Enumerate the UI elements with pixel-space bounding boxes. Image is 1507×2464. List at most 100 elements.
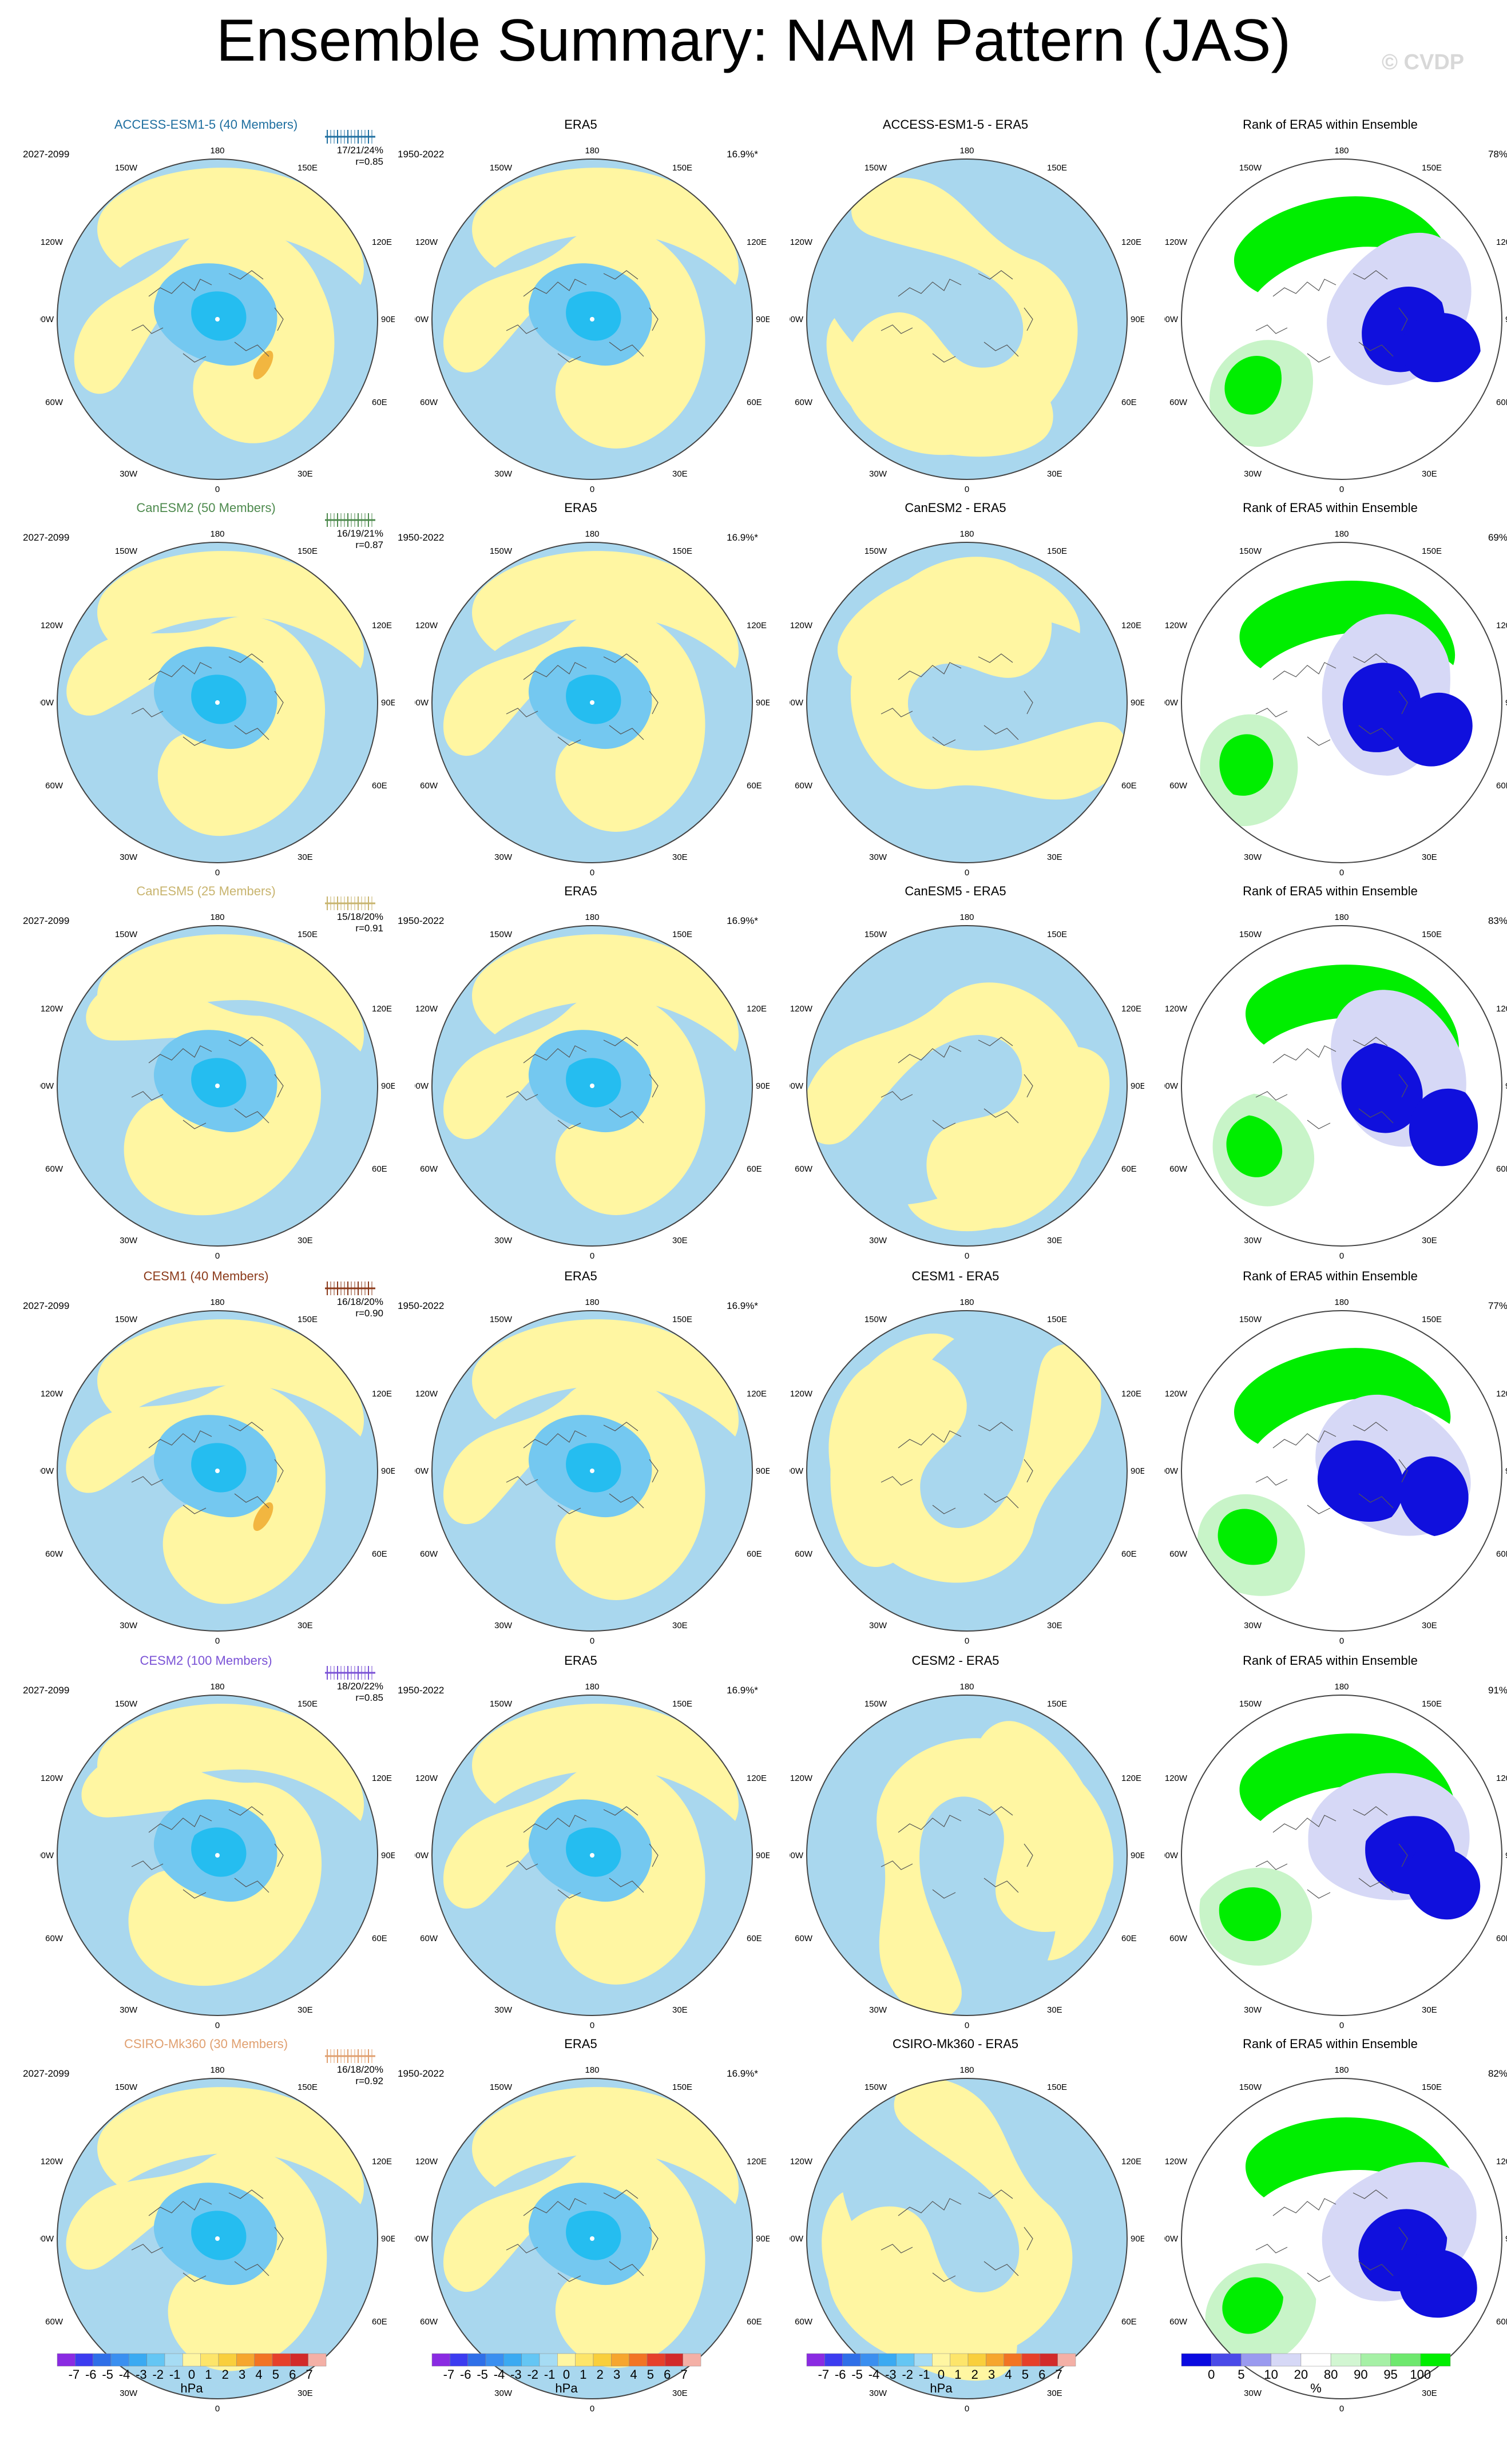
pct-variance: 16/18/20% <box>336 2064 383 2075</box>
pattern-correlation: r=0.85 <box>355 1692 383 1703</box>
longitude-label: 0 <box>590 2404 594 2414</box>
colorbar-tick-label: -7 <box>818 2367 830 2382</box>
colorbar-tick-label: 7 <box>306 2367 313 2382</box>
longitude-label: 90E <box>381 2234 395 2244</box>
colorbar-unit: hPa <box>930 2381 953 2395</box>
colorbar-tick-label: -2 <box>152 2367 164 2382</box>
panel-stat: 17/21/24% r=0.85 <box>337 145 383 168</box>
colorbar-swatch <box>647 2353 665 2367</box>
longitude-label: 90W <box>790 1851 804 1860</box>
longitude-label: 90W <box>1164 2234 1179 2244</box>
member-distribution-glyph <box>325 896 375 910</box>
colorbar-swatch <box>164 2353 183 2367</box>
polar-map-diff: 180 0 90W 90E 150W 150E 120W 120E 60W 60E 30W 30E <box>790 912 1144 1261</box>
colorbar-tick-label: -2 <box>527 2367 538 2382</box>
longitude-label: 90W <box>415 1851 429 1860</box>
longitude-label: 180 <box>959 1298 974 1307</box>
colorbar-tick-label: 4 <box>1005 2367 1012 2382</box>
longitude-label: 30E <box>1047 2388 1062 2398</box>
longitude-label: 0 <box>590 1636 594 1646</box>
panel-stat: 16.9%* <box>727 915 758 926</box>
longitude-label: 30W <box>869 2388 887 2398</box>
pct-variance: 16/19/21% <box>336 528 383 539</box>
longitude-label: 30E <box>672 1621 688 1630</box>
longitude-label: 90E <box>756 1081 770 1091</box>
longitude-label: 90W <box>40 315 54 324</box>
colorbar-tick-label: -1 <box>919 2367 930 2382</box>
longitude-label: 60E <box>747 1549 762 1559</box>
longitude-label: 30E <box>298 1621 313 1630</box>
longitude-label: 60W <box>420 1164 438 1174</box>
longitude-label: 150E <box>1422 163 1442 173</box>
longitude-label: 150W <box>115 546 138 556</box>
longitude-label: 30E <box>1422 852 1437 862</box>
longitude-label: 120W <box>1165 2157 1188 2167</box>
longitude-label: 30E <box>298 469 313 479</box>
longitude-label: 60W <box>420 398 438 407</box>
colorbar-swatch <box>575 2353 594 2367</box>
longitude-label: 0 <box>215 2021 220 2030</box>
longitude-label: 60W <box>45 1549 64 1559</box>
longitude-label: 60W <box>45 781 64 791</box>
polar-map-obs: 180 0 90W 90E 150W 150E 120W 120E 60W 60E 30W 30E <box>415 912 770 1261</box>
pct-variance: 17/21/24% <box>336 145 383 156</box>
colorbar-tick-label: 10 <box>1264 2367 1278 2382</box>
longitude-label: 0 <box>215 1636 220 1646</box>
longitude-label: 150W <box>1239 546 1262 556</box>
longitude-label: 180 <box>585 1682 599 1692</box>
panel-stat: 18/20/22% r=0.85 <box>337 1681 383 1704</box>
colorbar-tick-label: 2 <box>597 2367 604 2382</box>
colorbar-swatch <box>503 2353 522 2367</box>
longitude-label: 60W <box>795 1549 813 1559</box>
longitude-label: 120E <box>1121 1773 1141 1783</box>
colorbar-swatch <box>967 2353 986 2367</box>
pct-variance: 15/18/20% <box>336 911 383 922</box>
longitude-label: 180 <box>585 912 599 922</box>
longitude-label: 90W <box>790 698 804 708</box>
longitude-label: 120W <box>41 237 64 247</box>
colorbar-swatch <box>539 2353 558 2367</box>
colorbar-swatch <box>1004 2353 1022 2367</box>
colorbar-swatch <box>236 2353 255 2367</box>
longitude-label: 120E <box>1121 621 1141 630</box>
colorbar-tick-label: 6 <box>1038 2367 1045 2382</box>
colorbar-tick-label: 95 <box>1383 2367 1397 2382</box>
panel-years: 1950-2022 <box>398 915 445 926</box>
panel-stat: 16/19/21% r=0.87 <box>337 528 383 551</box>
longitude-label: 150W <box>864 2082 887 2092</box>
longitude-label: 180 <box>210 529 224 539</box>
panel-stat: 77% <box>1488 1300 1507 1311</box>
longitude-label: 60E <box>1121 781 1137 791</box>
polar-map-model: 180 0 90W 90E 150W 150E 120W 120E 60W 60E 30W 30E <box>40 912 395 1261</box>
panel-stat: 16.9%* <box>727 1685 758 1696</box>
longitude-label: 150W <box>490 1315 513 1324</box>
longitude-label: 30E <box>298 1236 313 1245</box>
polar-map-obs: 180 0 90W 90E 150W 150E 120W 120E 60W 60E 30W 30E <box>415 529 770 878</box>
colorbar-swatch <box>93 2353 112 2367</box>
colorbar-swatch <box>450 2353 468 2367</box>
longitude-label: 60W <box>45 1164 64 1174</box>
longitude-label: 0 <box>965 485 969 494</box>
longitude-label: 30W <box>494 852 513 862</box>
longitude-label: 120W <box>415 1389 438 1399</box>
longitude-label: 60E <box>372 2317 387 2327</box>
longitude-label: 180 <box>585 146 599 156</box>
colorbar-swatch <box>986 2353 1004 2367</box>
panel-title: ERA5 <box>564 884 597 898</box>
longitude-label: 0 <box>1339 1251 1344 1261</box>
longitude-label: 120W <box>41 1773 64 1783</box>
longitude-label: 60W <box>1169 2317 1188 2327</box>
longitude-label: 60W <box>1169 781 1188 791</box>
panel-years: 2027-2099 <box>23 532 70 543</box>
colorbar-swatch <box>1361 2353 1391 2367</box>
longitude-label: 180 <box>585 1298 599 1307</box>
colorbar-swatch <box>1181 2353 1212 2367</box>
longitude-label: 60E <box>372 1934 387 1943</box>
longitude-label: 90W <box>415 1466 429 1476</box>
polar-map-model: 180 0 90W 90E 150W 150E 120W 120E 60W 60E 30W 30E <box>40 1682 395 2030</box>
colorbar-swatch <box>1271 2353 1302 2367</box>
panel-obs: ERA5 1950-2022 16.9%* 180 0 90W 90E 150W 150E 120… <box>398 117 770 495</box>
longitude-label: 30E <box>1047 1621 1062 1630</box>
panel-stat: 78% <box>1488 149 1507 160</box>
panel-stat: 83% <box>1488 915 1507 926</box>
